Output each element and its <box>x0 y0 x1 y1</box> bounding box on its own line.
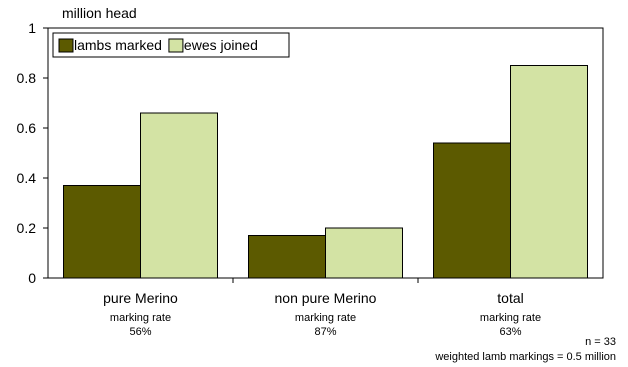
bar-lambs-marked <box>248 235 326 279</box>
y-tick-label: 0.6 <box>17 120 37 136</box>
marking-rate-label: marking rate <box>480 312 541 324</box>
bar-ewes-joined <box>510 65 588 279</box>
marking-rate-label: marking rate <box>295 312 356 324</box>
marking-rate-value: 63% <box>499 326 521 338</box>
x-category-label: pure Merino <box>103 290 178 306</box>
legend-entry: ewes joined <box>184 37 258 53</box>
bar-ewes-joined <box>140 112 218 279</box>
x-category-label: total <box>497 290 523 306</box>
axes: 0 0.2 0.4 0.6 0.8 1 pure Merino marking rate 56%… <box>17 20 604 338</box>
y-tick-label: 0.2 <box>17 220 37 236</box>
y-tick-label: 1 <box>28 20 36 36</box>
marking-rate-value: 87% <box>314 326 336 338</box>
bar-lambs-marked <box>63 185 141 279</box>
x-category-label: non pure Merino <box>275 290 377 306</box>
unit-label: million head <box>62 5 137 21</box>
sample-size-note: n = 33 <box>585 336 616 348</box>
legend-entry: lambs marked <box>74 37 162 53</box>
y-tick-label: 0.4 <box>17 170 37 186</box>
y-tick-label: 0 <box>28 270 36 286</box>
marking-rate-value: 56% <box>129 326 151 338</box>
y-tick-label: 0.8 <box>17 70 37 86</box>
marking-rate-label: marking rate <box>110 312 171 324</box>
weighted-markings-note: weighted lamb markings = 0.5 million <box>435 351 616 363</box>
legend-swatch <box>168 38 184 53</box>
bar-lambs-marked <box>433 142 511 279</box>
legend-swatch <box>58 38 74 53</box>
legend: lambs marked ewes joined <box>52 32 290 58</box>
bar-ewes-joined <box>325 227 403 279</box>
bars <box>63 65 588 279</box>
